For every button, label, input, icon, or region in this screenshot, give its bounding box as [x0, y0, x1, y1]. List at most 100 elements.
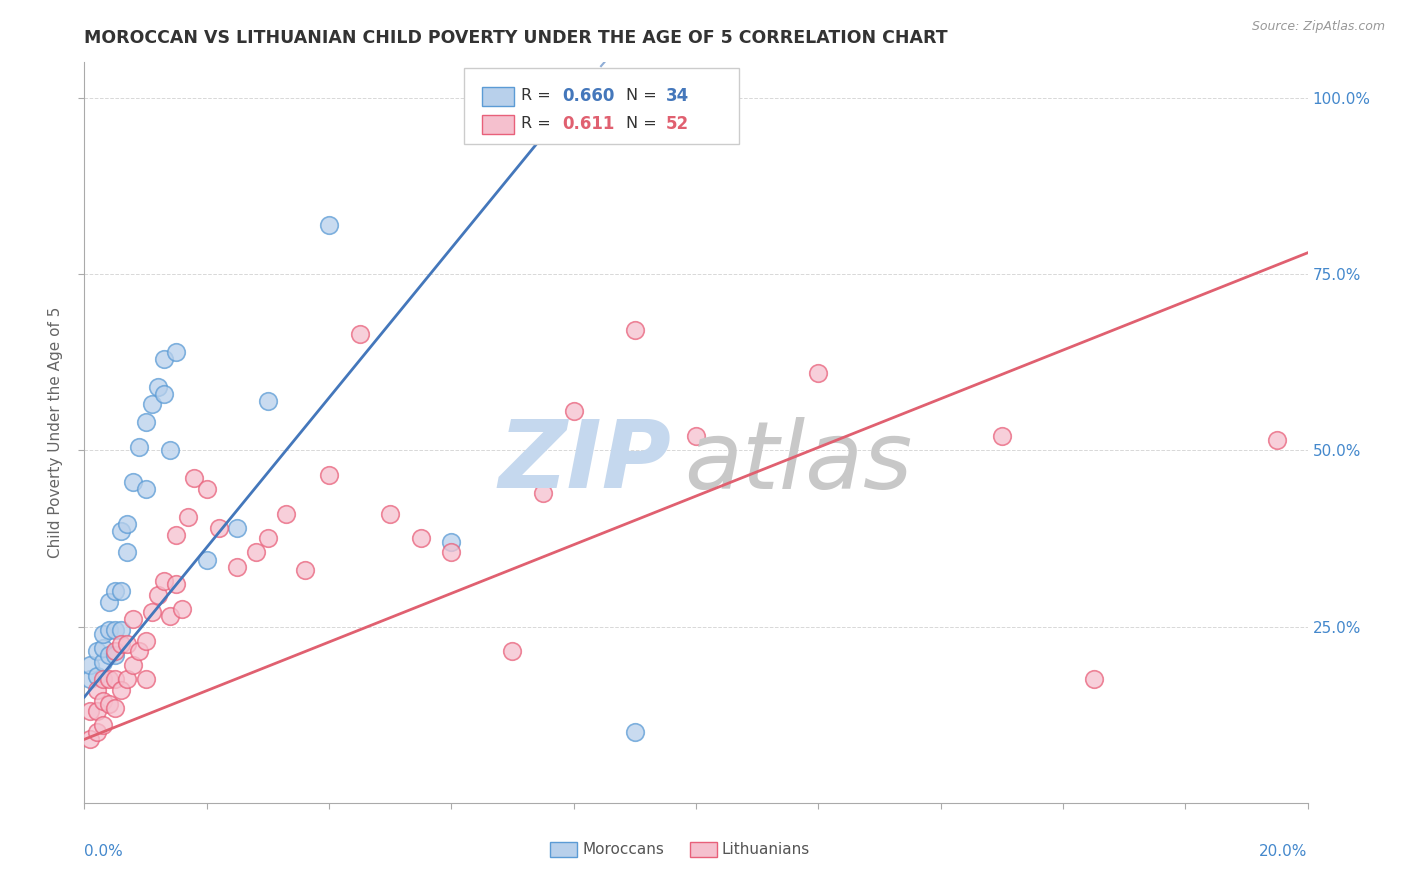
Text: Lithuanians: Lithuanians	[721, 842, 810, 857]
Point	[226, 559, 249, 574]
Point	[135, 482, 157, 496]
Point	[141, 606, 163, 620]
Point	[110, 623, 132, 637]
Point	[135, 415, 157, 429]
Point	[135, 633, 157, 648]
Point	[195, 552, 218, 566]
Point	[183, 471, 205, 485]
Point	[97, 595, 120, 609]
Point	[349, 326, 371, 341]
Point	[153, 387, 176, 401]
Point	[208, 521, 231, 535]
Point	[159, 443, 181, 458]
Text: Source: ZipAtlas.com: Source: ZipAtlas.com	[1251, 20, 1385, 33]
Point	[91, 640, 114, 655]
Point	[146, 380, 169, 394]
Point	[79, 704, 101, 718]
Point	[110, 683, 132, 698]
Point	[104, 673, 127, 687]
Text: 20.0%: 20.0%	[1260, 844, 1308, 858]
Point	[86, 704, 108, 718]
Point	[86, 683, 108, 698]
Point	[122, 612, 145, 626]
Point	[115, 637, 138, 651]
Text: R =: R =	[522, 88, 555, 103]
Point	[409, 532, 432, 546]
Point	[177, 510, 200, 524]
Point	[685, 429, 707, 443]
Point	[440, 535, 463, 549]
Point	[195, 482, 218, 496]
Point	[294, 563, 316, 577]
Point	[1265, 433, 1288, 447]
FancyBboxPatch shape	[482, 115, 513, 135]
Point	[122, 475, 145, 489]
Point	[257, 393, 280, 408]
Point	[807, 366, 830, 380]
Point	[97, 673, 120, 687]
Text: R =: R =	[522, 116, 561, 131]
Point	[97, 648, 120, 662]
Point	[97, 623, 120, 637]
Text: 34: 34	[665, 87, 689, 104]
Point	[991, 429, 1014, 443]
Point	[440, 545, 463, 559]
Point	[104, 644, 127, 658]
FancyBboxPatch shape	[690, 842, 717, 857]
Point	[91, 693, 114, 707]
Point	[165, 528, 187, 542]
Text: MOROCCAN VS LITHUANIAN CHILD POVERTY UNDER THE AGE OF 5 CORRELATION CHART: MOROCCAN VS LITHUANIAN CHILD POVERTY UND…	[84, 29, 948, 47]
Point	[115, 545, 138, 559]
Point	[86, 725, 108, 739]
Point	[91, 655, 114, 669]
Point	[159, 609, 181, 624]
Point	[153, 351, 176, 366]
Text: 0.0%: 0.0%	[84, 844, 124, 858]
Text: 0.611: 0.611	[562, 115, 614, 133]
Point	[128, 440, 150, 454]
Point	[135, 673, 157, 687]
Point	[104, 584, 127, 599]
Point	[318, 467, 340, 482]
Point	[531, 485, 554, 500]
Point	[153, 574, 176, 588]
Point	[97, 697, 120, 711]
Point	[91, 718, 114, 732]
Text: Moroccans: Moroccans	[582, 842, 664, 857]
Point	[380, 507, 402, 521]
Point	[104, 700, 127, 714]
Text: N =: N =	[626, 116, 662, 131]
Point	[624, 323, 647, 337]
Point	[502, 644, 524, 658]
Point	[226, 521, 249, 535]
Point	[115, 517, 138, 532]
Point	[110, 524, 132, 539]
Point	[122, 658, 145, 673]
Point	[318, 218, 340, 232]
Point	[110, 637, 132, 651]
Point	[91, 673, 114, 687]
Point	[165, 344, 187, 359]
Point	[86, 644, 108, 658]
Point	[562, 404, 585, 418]
Point	[141, 397, 163, 411]
Point	[1083, 673, 1105, 687]
FancyBboxPatch shape	[482, 87, 513, 106]
Point	[79, 658, 101, 673]
Point	[86, 669, 108, 683]
Point	[128, 644, 150, 658]
Text: 52: 52	[665, 115, 689, 133]
Point	[104, 648, 127, 662]
Point	[104, 623, 127, 637]
Point	[172, 602, 194, 616]
FancyBboxPatch shape	[550, 842, 578, 857]
Text: N =: N =	[626, 88, 662, 103]
FancyBboxPatch shape	[464, 69, 738, 144]
Point	[276, 507, 298, 521]
Point	[245, 545, 267, 559]
Point	[79, 732, 101, 747]
Point	[257, 532, 280, 546]
Point	[79, 673, 101, 687]
Point	[110, 584, 132, 599]
Point	[165, 577, 187, 591]
